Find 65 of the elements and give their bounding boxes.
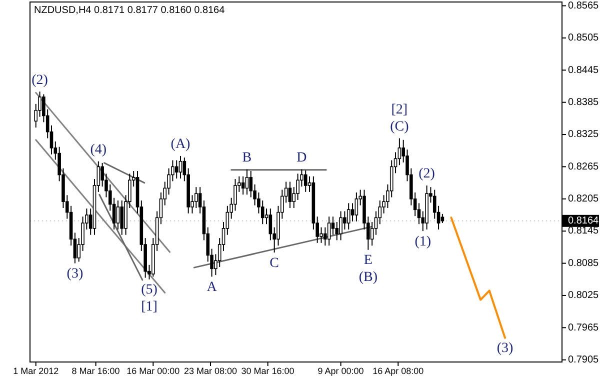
annotation: [1] [141, 300, 158, 315]
candlestick [116, 200, 120, 230]
annotation: (2) [418, 166, 436, 182]
y-tick-label: 0.8385 [568, 96, 600, 108]
candlestick [241, 176, 245, 196]
candlestick [249, 170, 253, 198]
annotation: (B) [358, 270, 378, 286]
candlestick [343, 210, 346, 230]
candlestick [350, 202, 354, 222]
candlestick [268, 208, 272, 241]
y-tick-label: 0.8505 [568, 32, 600, 44]
candlestick [417, 202, 421, 225]
y-tick-label: 0.8565 [568, 0, 600, 12]
annotation: A [206, 280, 218, 295]
y-tick-label: 0.8145 [568, 226, 600, 237]
candlestick [346, 202, 350, 230]
candlestick [304, 170, 308, 192]
candlestick [339, 210, 342, 241]
annotation: B [242, 150, 252, 166]
candlestick [331, 216, 335, 236]
annotation: (2) [32, 72, 48, 88]
annotation: (5) [141, 282, 158, 298]
annotation: (A) [170, 137, 191, 152]
annotation: (C) [390, 119, 410, 134]
y-tick-label: 0.8325 [568, 129, 600, 140]
annotation: C [270, 256, 280, 271]
candlestick [370, 221, 374, 246]
candlestick [194, 186, 198, 209]
chart-title: NZDUSD,H4 0.8171 0.8177 0.8160 0.8164 [34, 5, 226, 16]
candlestick [320, 226, 323, 244]
ref-line-label: 0.8164 [568, 216, 600, 227]
y-tick-label: 0.8265 [568, 161, 600, 172]
annotation: (3) [496, 341, 514, 356]
y-tick-label: 0.8085 [568, 258, 600, 269]
candlestick [260, 200, 264, 225]
candlestick [398, 138, 402, 166]
annotation: (4) [90, 142, 107, 158]
candlestick [354, 192, 358, 222]
y-tick-label: 0.7965 [568, 322, 600, 334]
x-tick-label: 30 Mar 16:00 [241, 366, 294, 376]
candlestick [327, 216, 331, 246]
annotation: D [296, 150, 307, 166]
x-tick-label: 16 Apr 08:00 [372, 366, 424, 376]
candlestick [324, 226, 327, 246]
annotation: (3) [66, 266, 84, 282]
x-tick-label: 1 Mar 2012 [13, 366, 59, 376]
x-tick-label: 16 Mar 00:00 [126, 366, 180, 376]
candlestick [440, 213, 444, 224]
annotation: E [364, 253, 372, 268]
x-tick-label: 8 Mar 16:00 [72, 366, 120, 376]
y-tick-label: 0.8205 [568, 194, 600, 205]
y-tick-label: 0.8445 [568, 64, 600, 76]
annotation: [2] [391, 102, 408, 118]
candlestick [374, 210, 378, 236]
line-series [450, 216, 506, 339]
x-tick-label: 23 Mar 08:00 [184, 366, 238, 376]
y-tick-label: 0.8025 [568, 290, 600, 302]
candlestick [120, 200, 124, 236]
candlestick [288, 181, 292, 209]
x-tick-label: 9 Apr 00:00 [318, 366, 364, 376]
candlestick [245, 168, 249, 196]
candlestick [174, 160, 178, 180]
y-tick-label: 0.7905 [568, 354, 600, 366]
candlestick [178, 155, 182, 180]
annotation: (1) [414, 234, 432, 250]
